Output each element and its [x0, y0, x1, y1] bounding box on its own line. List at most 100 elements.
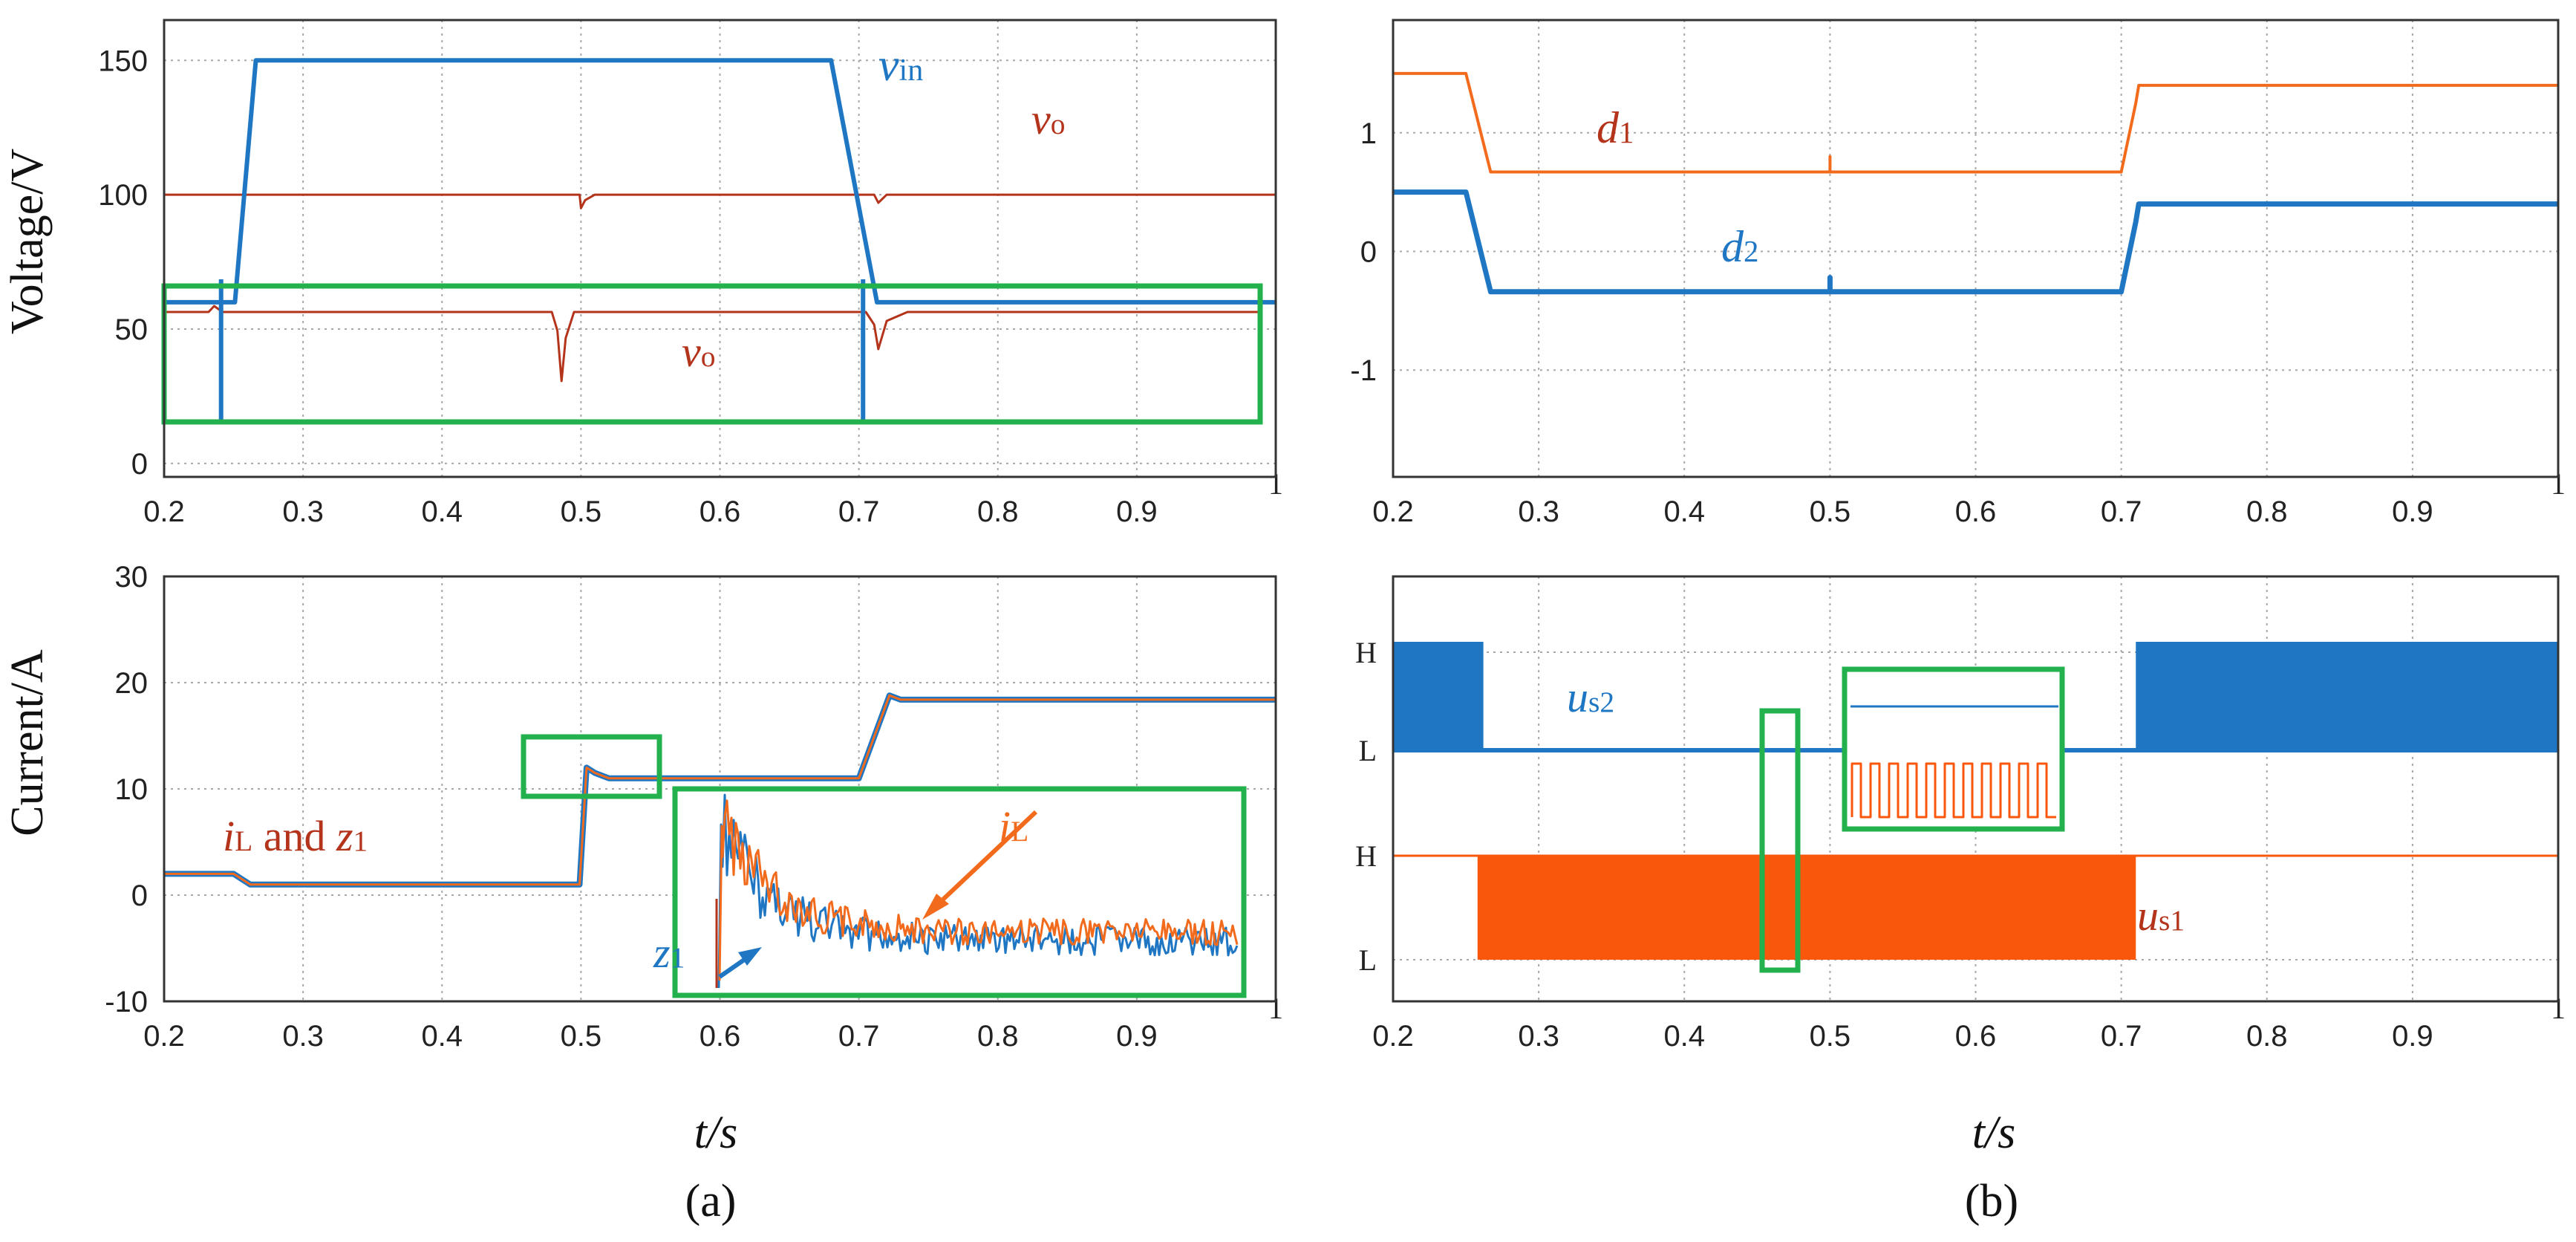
y-tick-label: L: [1359, 734, 1377, 767]
arrow-iL-head: [922, 894, 949, 920]
label-symbol: i: [223, 812, 235, 860]
x-tick-label: 0.6: [700, 495, 741, 528]
label-vo: vo: [1031, 95, 1065, 143]
y-tick-label: 1: [1360, 117, 1377, 150]
switching-block-us2: [2136, 642, 2558, 750]
x-tick-label: 0.4: [421, 495, 463, 528]
label-subscript: s1: [2159, 904, 2185, 937]
label-subscript: in: [899, 53, 924, 88]
label-symbol: u: [1567, 673, 1588, 721]
x-tick-label: 0.5: [1810, 1020, 1851, 1053]
y-tick-label: 0: [1360, 235, 1377, 268]
switching-block-us1: [1477, 856, 2136, 960]
x-tick-label: 0.3: [1518, 495, 1559, 528]
label-subscript: o: [1051, 108, 1066, 140]
plot-frame: [1392, 19, 2560, 478]
x-tick-label: 0.8: [2246, 1020, 2288, 1053]
label-vin: vin: [878, 40, 923, 91]
label-symbol: z: [336, 812, 353, 860]
y-tick-label: 0: [131, 448, 148, 481]
x-tick-label: 0.4: [421, 1020, 463, 1053]
x-tick-label: 1: [1268, 992, 1283, 1025]
x-tick-label: 0.5: [561, 1020, 602, 1053]
label-symbol: d: [1721, 222, 1744, 271]
caption-b: (b): [1965, 1176, 2018, 1226]
y-tick-label: 10: [115, 773, 149, 806]
x-tick-label: 0.8: [977, 495, 1019, 528]
label-subscript: o: [701, 340, 716, 373]
y-tick-label: L: [1359, 943, 1377, 977]
x-tick-label: 0.4: [1663, 495, 1705, 528]
label-subscript: s2: [1588, 686, 1614, 718]
label-subscript: L: [235, 825, 252, 857]
y-tick-label: 50: [115, 313, 149, 346]
x-tick-label: 0.9: [1116, 495, 1158, 528]
y-tick-label: 30: [115, 561, 149, 594]
label-subscript: 1: [353, 825, 368, 857]
plot-frame: [163, 575, 1277, 1003]
label-symbol: u: [2137, 891, 2159, 940]
y-tick-label: 150: [98, 45, 148, 77]
y-axis-label-voltage: Voltage/V: [2, 149, 53, 334]
series-line-d2: [1393, 189, 2558, 295]
x-tick-label: 1: [1268, 467, 1283, 501]
label-d1: d1: [1597, 103, 1634, 152]
y-tick-label: -1: [1350, 354, 1377, 387]
label-text: and: [252, 812, 336, 860]
label-symbol: v: [682, 328, 701, 376]
label-symbol: i: [999, 802, 1011, 851]
x-tick-label: 0.8: [977, 1020, 1019, 1053]
caption-a: (a): [685, 1176, 737, 1226]
y-tick-label: H: [1355, 839, 1377, 873]
label-iL-and-z1: iL and z1: [223, 812, 368, 860]
label-symbol: v: [878, 40, 899, 91]
x-tick-label: 0.9: [2392, 495, 2433, 528]
x-tick-label: 1: [2551, 992, 2566, 1025]
x-tick-label: 0.5: [561, 495, 602, 528]
series-line-d1: [1393, 71, 2558, 174]
series-line-vo: [164, 193, 1276, 209]
x-tick-label: 0.7: [838, 1020, 880, 1053]
label-symbol: v: [1031, 95, 1051, 143]
label-subscript: L: [1011, 815, 1028, 848]
label-iL-inset: iL: [999, 802, 1028, 851]
label-us1: us1: [2137, 891, 2185, 940]
switching-block-us2: [1393, 642, 1484, 750]
label-symbol: z: [653, 929, 671, 977]
label-subscript: 1: [1619, 116, 1634, 149]
x-tick-label: 0.2: [1372, 1020, 1414, 1053]
plot-frame: [163, 19, 1277, 478]
inset-background: [675, 789, 1244, 995]
inset-trace-iL: [718, 799, 1239, 981]
x-tick-label: 0.9: [2392, 1020, 2433, 1053]
series-line-iL: [164, 694, 1276, 886]
x-tick-label: 0.3: [1518, 1020, 1559, 1053]
x-tick-label: 0.6: [1955, 495, 1997, 528]
x-tick-label: 0.8: [2246, 495, 2288, 528]
y-axis-label-current: Current/A: [2, 649, 53, 836]
label-subscript: 2: [1744, 235, 1758, 268]
y-tick-label: -10: [105, 986, 148, 1018]
inset-trace-us1: [1851, 762, 2056, 819]
arrow-iL-shaft: [932, 810, 1038, 910]
x-tick-label: 0.9: [1116, 1020, 1158, 1053]
x-tick-label: 0.4: [1663, 1020, 1705, 1053]
zoom-source-box: [521, 734, 662, 799]
label-vo-inset: vo: [682, 328, 715, 376]
x-tick-label: 0.7: [838, 495, 880, 528]
label-d2: d2: [1721, 222, 1758, 271]
y-tick-label: 0: [131, 880, 148, 912]
x-tick-label: 1: [2551, 467, 2566, 501]
label-us2: us2: [1567, 673, 1614, 721]
x-tick-label: 0.2: [143, 495, 185, 528]
zoom-inset-box: [672, 786, 1247, 998]
x-tick-label: 0.3: [282, 495, 324, 528]
x-tick-label: 0.6: [700, 1020, 741, 1053]
x-axis-label-b: t/s: [1972, 1108, 2016, 1158]
inset-trace-vo: [164, 305, 1260, 383]
x-tick-label: 0.2: [1372, 495, 1414, 528]
